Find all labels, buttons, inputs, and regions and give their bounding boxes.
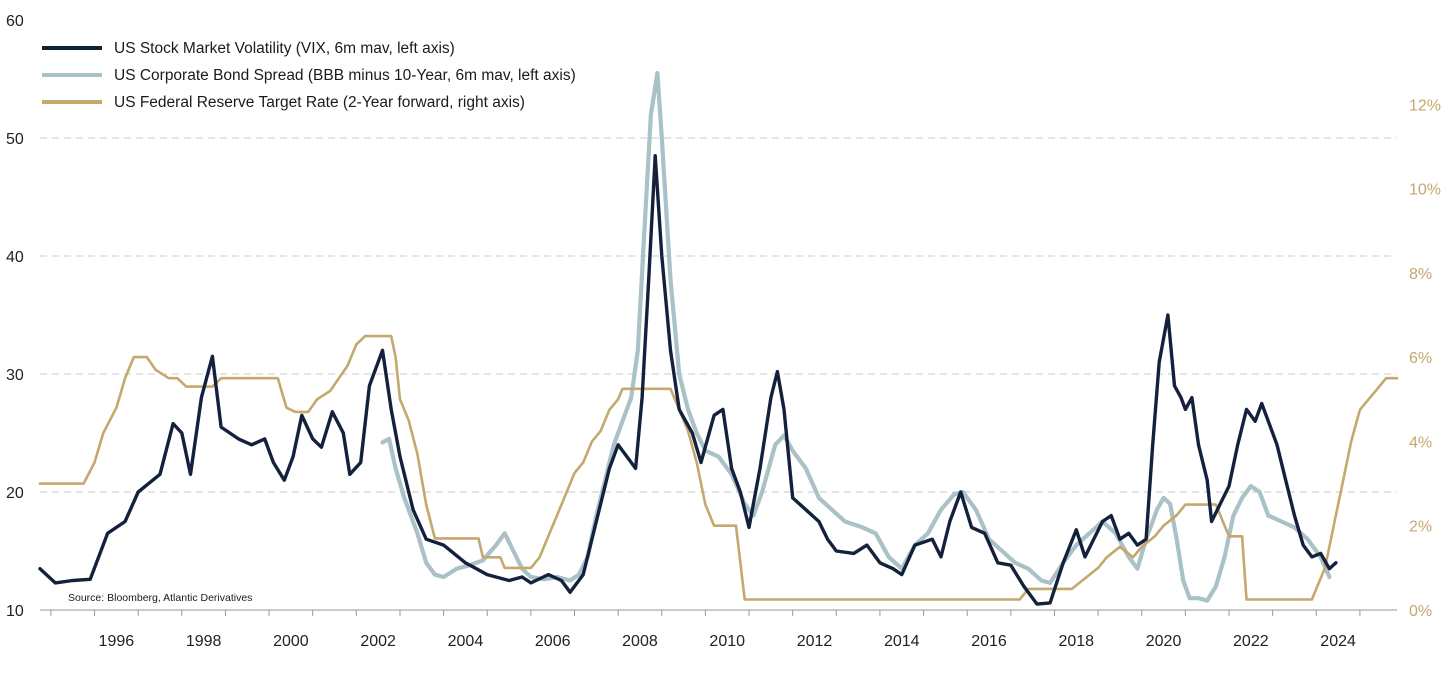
x-tick-label: 2004 — [448, 633, 484, 650]
x-tick-label: 2012 — [797, 633, 833, 650]
x-tick-label: 1998 — [186, 633, 222, 650]
right-tick-label: 2% — [1409, 519, 1432, 536]
legend: US Stock Market Volatility (VIX, 6m mav,… — [42, 40, 576, 111]
right-tick-label: 4% — [1409, 434, 1432, 451]
x-tick-label: 1996 — [99, 633, 135, 650]
gridlines — [40, 137, 1397, 493]
x-tick-label: 2000 — [273, 633, 309, 650]
left-tick-label: 10 — [6, 603, 24, 620]
left-tick-label: 30 — [6, 367, 24, 384]
legend-label: US Federal Reserve Target Rate (2-Year f… — [114, 94, 525, 111]
x-tick-label: 2002 — [360, 633, 396, 650]
x-tick-label: 2020 — [1146, 633, 1182, 650]
x-tick-label: 2024 — [1320, 633, 1356, 650]
left-tick-label: 20 — [6, 485, 24, 502]
series-layer — [38, 71, 1399, 606]
right-tick-label: 6% — [1409, 350, 1432, 367]
x-tick-label: 2016 — [971, 633, 1007, 650]
x-tick-label: 2006 — [535, 633, 571, 650]
legend-label: US Stock Market Volatility (VIX, 6m mav,… — [114, 40, 455, 57]
right-tick-label: 8% — [1409, 266, 1432, 283]
x-tick-label: 2008 — [622, 633, 658, 650]
x-tick-label: 2014 — [884, 633, 920, 650]
right-axis-ticks: 0% 2% 4% 6% 8% 10% 12% — [1409, 97, 1441, 620]
left-axis-ticks: 10 20 30 40 50 60 — [6, 13, 24, 620]
x-tick-label: 2010 — [709, 633, 745, 650]
left-tick-label: 60 — [6, 13, 24, 30]
left-tick-label: 50 — [6, 131, 24, 148]
right-tick-label: 10% — [1409, 182, 1441, 199]
x-tick-label: 2018 — [1058, 633, 1094, 650]
series-line-0 — [38, 154, 1338, 606]
x-tick-label: 2022 — [1233, 633, 1269, 650]
source-note: Source: Bloomberg, Atlantic Derivatives — [68, 592, 252, 604]
series-line-1 — [380, 71, 1332, 603]
right-tick-label: 12% — [1409, 97, 1441, 114]
series-line-2 — [38, 334, 1399, 601]
left-tick-label: 40 — [6, 249, 24, 266]
legend-label: US Corporate Bond Spread (BBB minus 10-Y… — [114, 67, 576, 84]
x-axis: 1996 1998 2000 2002 2004 2006 2008 2010 2012 2014… — [40, 609, 1397, 650]
right-tick-label: 0% — [1409, 603, 1432, 620]
